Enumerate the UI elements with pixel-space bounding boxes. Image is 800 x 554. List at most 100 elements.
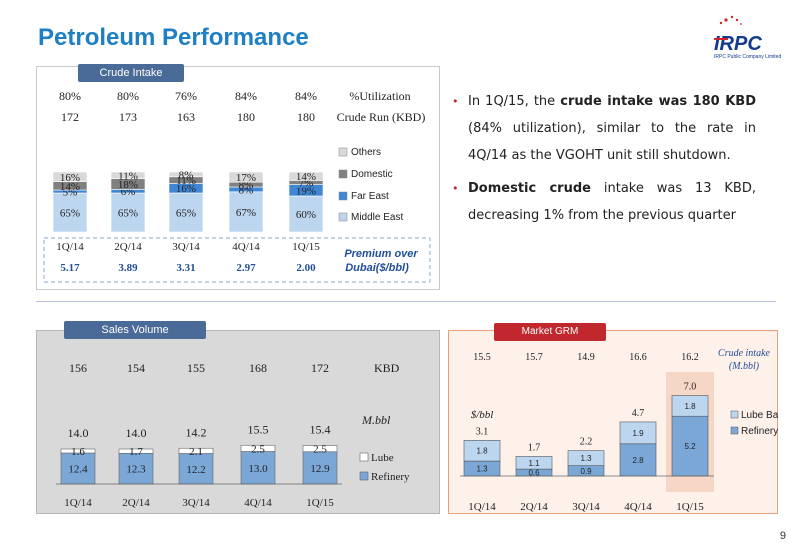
unit-label: M.bbl (361, 413, 391, 427)
category-label: 2Q/14 (520, 501, 548, 513)
crude-intake-value: 15.7 (525, 352, 543, 363)
bar-data-label: 11% (176, 175, 196, 187)
bullet-dot-icon: • (452, 95, 459, 108)
bar-data-label: 65% (176, 208, 196, 220)
bar-data-label: 60% (296, 209, 316, 221)
crude-intake-panel: 80% 80% 76% 84% 84% %Utilization 172 173 163 180 1… (36, 64, 440, 290)
bar-segment (619, 421, 657, 445)
crude-intake-chip: Crude Intake (78, 64, 184, 82)
bar-data-label: 16% (60, 172, 80, 184)
bar-total-label: 7.0 (684, 382, 697, 393)
kbd-value: 155 (187, 361, 205, 375)
bar-data-label: 18% (118, 179, 138, 191)
legend-swatch (730, 410, 739, 419)
bar-segment (110, 192, 146, 233)
bar-data-label: 1.6 (71, 446, 85, 458)
bar-total-label: 14.0 (126, 426, 147, 440)
category-label: 4Q/14 (232, 241, 260, 253)
bar-total-label: 4.7 (632, 408, 645, 419)
header-value: 163 (177, 110, 195, 124)
market-grm-panel: 15.5 15.7 14.9 16.6 16.2 Crude intake (M.bbl) $… (448, 323, 789, 514)
bar-segment (228, 171, 264, 183)
category-label: 3Q/14 (172, 241, 200, 253)
bar-segment (228, 191, 264, 233)
bar-segment (52, 192, 88, 233)
crude-intake-chart: 80% 80% 76% 84% 84% %Utilization 172 173 163 180 1… (36, 66, 440, 290)
bar-data-label: 13.0 (248, 463, 268, 475)
kbd-value: 172 (311, 361, 329, 375)
bar-segment (671, 395, 709, 417)
bar-data-label: 11% (118, 170, 138, 182)
irpc-logo: IRPC IRPC Public Company Limited (706, 14, 786, 66)
bar-data-label: 12.3 (126, 464, 146, 476)
premium-value: 3.89 (118, 262, 138, 274)
premium-value: 2.97 (236, 262, 256, 274)
bar-data-label: 1.3 (476, 465, 488, 474)
logo-subtitle: IRPC Public Company Limited (714, 54, 782, 60)
sales-volume-chip: Sales Volume (64, 321, 206, 339)
legend-swatch (359, 452, 369, 462)
bar-segment (463, 440, 501, 462)
bar-segment (302, 451, 338, 485)
bar-data-label: 1.8 (684, 402, 696, 411)
bar-total-label: 15.5 (248, 422, 269, 436)
bar-total-label: 1.7 (528, 442, 541, 453)
crude-intake-value: 16.2 (681, 352, 699, 363)
bar-data-label: 1.8 (476, 447, 488, 456)
category-label: 2Q/14 (122, 497, 150, 509)
header-row-label: Crude Run (KBD) (337, 110, 426, 124)
bar-data-label: 14% (296, 171, 316, 183)
category-label: 4Q/14 (624, 501, 652, 513)
page-title: Petroleum Performance (38, 24, 309, 51)
category-label: 1Q/14 (56, 241, 84, 253)
bar-data-label: 17% (236, 172, 256, 184)
legend-label: Others (351, 147, 381, 158)
kbd-label: KBD (374, 361, 400, 375)
bar-total-label: 2.2 (580, 437, 593, 448)
bar-segment (168, 171, 204, 178)
bullet-dot-icon: • (452, 182, 459, 195)
svg-text:IRPC: IRPC (714, 33, 762, 55)
kbd-value: 156 (69, 361, 87, 375)
category-label: 1Q/14 (468, 501, 496, 513)
bar-segment (118, 448, 154, 454)
legend-swatch (338, 191, 348, 201)
legend-label: Domestic (351, 169, 393, 180)
crude-intake-value: 16.6 (629, 352, 647, 363)
category-label: 1Q/14 (64, 497, 92, 509)
category-label: 1Q/15 (306, 497, 334, 509)
bar-data-label: 67% (236, 207, 256, 219)
category-label: 2Q/14 (114, 241, 142, 253)
bar-data-label: 5.2 (684, 442, 696, 451)
legend-label: Refinery (371, 471, 410, 483)
legend-swatch (338, 212, 348, 222)
bar-data-label: 1.1 (528, 459, 540, 468)
legend-swatch (730, 426, 739, 435)
category-label: 1Q/15 (292, 241, 320, 253)
premium-value: 3.31 (176, 262, 195, 274)
bar-total-label: 14.2 (186, 425, 207, 439)
bar-segment (52, 171, 88, 182)
bar-data-label: 16% (176, 183, 196, 195)
bar-data-label: 1.7 (129, 446, 143, 458)
crude-intake-value: 14.9 (577, 352, 595, 363)
category-label: 1Q/15 (676, 501, 704, 513)
bar-segment (619, 443, 657, 477)
crude-intake-value: 15.5 (473, 352, 491, 363)
bullet-item: • Domestic crude intake was 13 KBD, decre… (452, 175, 756, 229)
legend-label: Refinery (741, 426, 778, 437)
header-value: 76% (175, 89, 197, 103)
bullet-text: Domestic crude intake was 13 KBD, decrea… (468, 181, 756, 223)
irpc-logo-icon: IRPC (714, 15, 762, 55)
bar-segment (240, 451, 276, 485)
header-value: 80% (117, 89, 139, 103)
bar-data-label: 65% (118, 208, 138, 220)
kbd-value: 168 (249, 361, 267, 375)
premium-value: 5.17 (60, 262, 80, 274)
legend-label: Lube (371, 452, 394, 464)
summary-bullets: • In 1Q/15, the crude intake was 180 KBD … (452, 88, 756, 235)
bar-segment (302, 445, 338, 453)
bar-total-label: 15.4 (310, 423, 331, 437)
crude-intake-label: Crude intake (718, 348, 770, 359)
header-value: 84% (235, 89, 257, 103)
